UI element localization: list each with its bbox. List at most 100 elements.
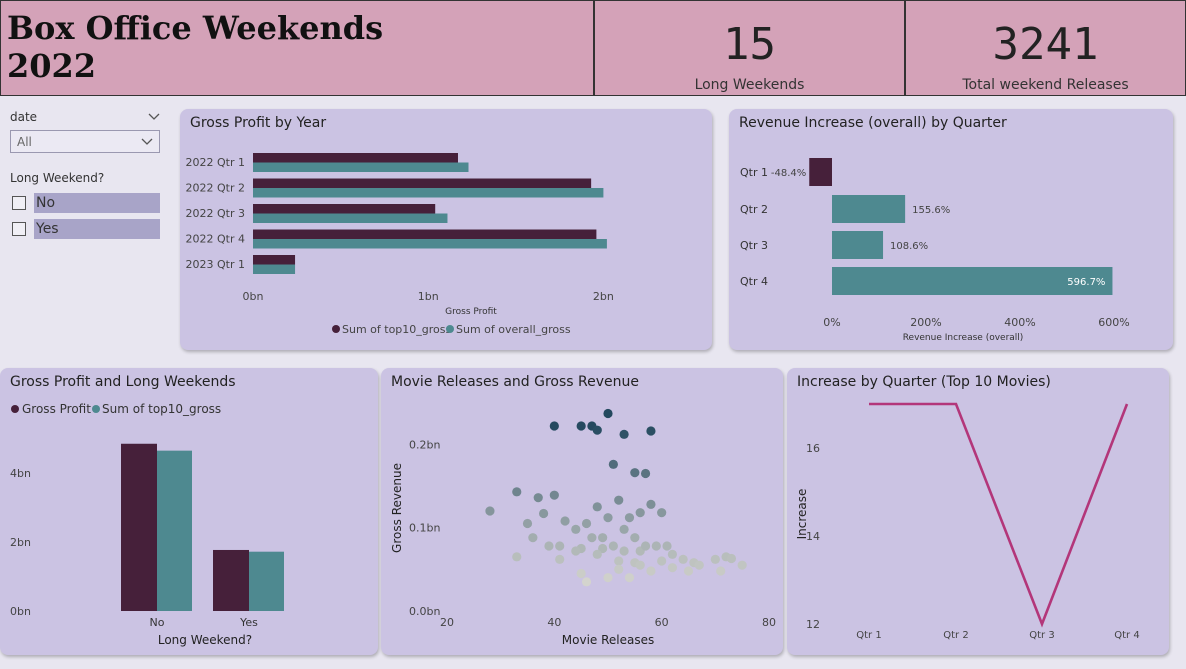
bar bbox=[809, 158, 832, 186]
scatter-point bbox=[560, 516, 570, 526]
scatter-point bbox=[598, 543, 608, 554]
gross-profit-long-weekends-card: Gross Profit and Long Weekends Gross Pro… bbox=[0, 368, 378, 655]
tick-label: Qtr 1 bbox=[856, 630, 881, 641]
date-slicer-header[interactable]: date bbox=[10, 110, 160, 124]
tick-label: 2bn bbox=[593, 290, 614, 303]
chart-title: Increase by Quarter (Top 10 Movies) bbox=[797, 374, 1051, 390]
scatter-point bbox=[619, 524, 629, 534]
scatter-point bbox=[549, 490, 559, 500]
tick-label: Yes bbox=[239, 616, 258, 629]
checkbox[interactable] bbox=[12, 196, 26, 210]
scatter-point bbox=[624, 573, 635, 583]
data-label: -48.4% bbox=[771, 168, 806, 179]
title-banner: Box Office Weekends 2022 bbox=[0, 0, 594, 96]
axis-label: Revenue Increase (overall) bbox=[903, 333, 1024, 343]
scatter-point bbox=[592, 502, 602, 512]
axis-label: Increase bbox=[795, 489, 809, 540]
tick-label: Qtr 2 bbox=[943, 630, 968, 641]
date-dropdown[interactable]: All bbox=[10, 130, 160, 153]
scatter-point bbox=[485, 506, 495, 516]
legend-entry: Sum of top10_gross bbox=[342, 323, 452, 336]
axis-label: Long Weekend? bbox=[158, 633, 252, 647]
scatter-point bbox=[571, 546, 581, 556]
scatter-point bbox=[710, 554, 720, 564]
scatter-point bbox=[576, 568, 586, 579]
scatter-point bbox=[667, 563, 677, 573]
chart-title: Movie Releases and Gross Revenue bbox=[391, 374, 639, 390]
long-weekend-slicer-label: Long Weekend? bbox=[10, 171, 105, 185]
tick-label: 40 bbox=[547, 616, 561, 629]
scatter-point bbox=[716, 566, 726, 576]
bar bbox=[253, 188, 604, 198]
tick-label: 2022 Qtr 3 bbox=[186, 207, 245, 220]
option-yes[interactable]: Yes bbox=[10, 219, 160, 239]
date-slicer-label: date bbox=[10, 110, 38, 124]
tick-label: 0.0bn bbox=[409, 605, 440, 618]
kpi-value: 3241 bbox=[992, 19, 1099, 70]
legend-marker bbox=[92, 405, 100, 413]
data-label: 155.6% bbox=[912, 205, 950, 216]
scatter-point bbox=[726, 553, 737, 564]
option-no[interactable]: No bbox=[10, 193, 160, 213]
tick-label: 0bn bbox=[10, 605, 31, 618]
page-title: Box Office Weekends 2022 bbox=[7, 9, 593, 85]
tick-label: 2023 Qtr 1 bbox=[186, 258, 245, 271]
checkbox[interactable] bbox=[12, 222, 26, 236]
scatter-point bbox=[608, 459, 618, 469]
scatter-point bbox=[598, 533, 608, 543]
increase-by-quarter-chart: 12 14 16 Qtr 1 Qtr 2 Qtr 3 Qtr 4 Increase bbox=[795, 402, 1140, 641]
tick-label: 600% bbox=[1098, 316, 1129, 329]
bar bbox=[253, 213, 448, 223]
scatter-point bbox=[512, 487, 522, 497]
option-label: No bbox=[34, 193, 160, 213]
scatter-point bbox=[640, 468, 651, 479]
increase-by-quarter-card: Increase by Quarter (Top 10 Movies) 12 14… bbox=[787, 368, 1169, 655]
revenue-increase-card: Revenue Increase (overall) by Quarter Qt… bbox=[729, 109, 1173, 350]
scatter-point bbox=[646, 426, 656, 436]
tick-label: 1bn bbox=[418, 290, 439, 303]
bar bbox=[253, 153, 458, 163]
tick-label: Qtr 1 bbox=[740, 166, 768, 179]
bar bbox=[832, 231, 884, 259]
scatter-point bbox=[619, 429, 629, 439]
scatter-point bbox=[571, 524, 581, 534]
scatter-point bbox=[646, 499, 656, 509]
gross-profit-by-year-chart: 2022 Qtr 1 2022 Qtr 2 2022 Qtr 3 2022 Qtr 4… bbox=[186, 153, 614, 336]
slicer-panel: date All Long Weekend? No Yes bbox=[10, 110, 160, 239]
chart-title: Revenue Increase (overall) by Quarter bbox=[739, 115, 1007, 131]
legend-entry: Sum of top10_gross bbox=[102, 402, 221, 416]
bar bbox=[213, 549, 249, 611]
option-label: Yes bbox=[34, 219, 160, 239]
scatter-point bbox=[603, 513, 613, 523]
scatter-point bbox=[555, 554, 565, 564]
kpi-value: 15 bbox=[723, 19, 776, 70]
date-dropdown-value: All bbox=[17, 134, 32, 149]
scatter-point bbox=[587, 533, 597, 543]
scatter-point bbox=[619, 546, 629, 556]
tick-label: 16 bbox=[806, 442, 820, 455]
tick-label: 200% bbox=[910, 316, 941, 329]
releases-revenue-card: Movie Releases and Gross Revenue 20 40 60 8… bbox=[381, 368, 783, 655]
axis-label: Movie Releases bbox=[562, 633, 654, 647]
chevron-down-icon[interactable] bbox=[148, 113, 160, 121]
legend-entry: Gross Profit bbox=[22, 402, 91, 416]
revenue-increase-chart: Qtr 1 -48.4% Qtr 2 155.6% Qtr 3 108.6% Qtr 4 59… bbox=[740, 158, 1130, 343]
scatter-point bbox=[657, 556, 667, 566]
tick-label: 60 bbox=[655, 616, 669, 629]
kpi-label: Total weekend Releases bbox=[962, 77, 1129, 93]
kpi-label: Long Weekends bbox=[694, 77, 805, 93]
scatter-point bbox=[581, 518, 592, 529]
tick-label: Qtr 4 bbox=[1114, 630, 1139, 641]
bar bbox=[157, 450, 192, 611]
scatter-point bbox=[694, 560, 704, 570]
bar bbox=[253, 178, 592, 188]
bar bbox=[253, 264, 296, 274]
scatter-point bbox=[608, 541, 618, 551]
gross-profit-long-weekends-chart: Gross Profit Sum of top10_gross 0bn 2bn 4bn N… bbox=[10, 402, 284, 647]
chart-title: Gross Profit and Long Weekends bbox=[10, 374, 236, 390]
tick-label: 2022 Qtr 4 bbox=[186, 233, 245, 246]
scatter-point bbox=[512, 552, 522, 562]
bar bbox=[832, 195, 906, 223]
tick-label: 2bn bbox=[10, 536, 31, 549]
bar bbox=[253, 229, 597, 239]
